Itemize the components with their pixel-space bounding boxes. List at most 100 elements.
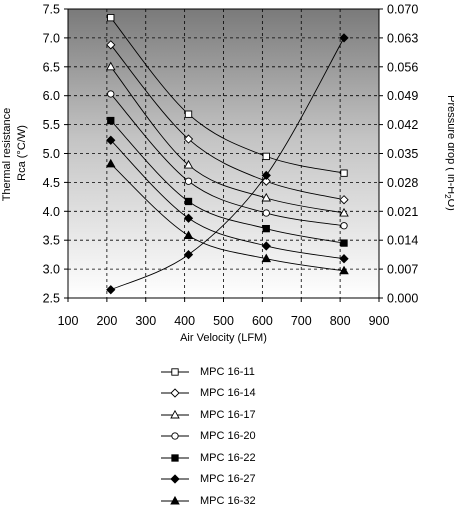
series-mpc-16-32 — [105, 158, 349, 275]
series-line — [110, 44, 345, 201]
y2-tick-label: 0.000 — [387, 292, 418, 306]
y-tick-label: 4.5 — [43, 176, 60, 190]
y-tick-label: 4.0 — [43, 205, 60, 219]
y-tick-label: 7.0 — [43, 31, 60, 45]
y-tick-label: 3.0 — [43, 263, 60, 277]
legend-swatch-graphic — [161, 474, 189, 484]
legend-item: MPC 16-17 — [160, 404, 360, 426]
legend-swatch-marker — [170, 409, 180, 419]
y2-tick-label: 0.007 — [387, 263, 418, 277]
legend-swatch-graphic — [161, 368, 189, 376]
legend-swatch-graphic — [161, 388, 189, 398]
data-point — [339, 195, 349, 205]
series-mpc-16-22 — [107, 116, 348, 247]
data-point — [262, 224, 270, 233]
series-line — [110, 120, 345, 244]
data-point — [107, 116, 115, 125]
y2-tick-label: 0.056 — [387, 60, 418, 74]
data-point — [340, 222, 348, 230]
thermal-resistance-chart: 100 200 300 400 500 600 700 800 900 2.5 3.0 3.5 4.0 4… — [1, 3, 454, 345]
y2-tick-label: 0.063 — [387, 31, 418, 45]
series-line — [110, 17, 345, 174]
series-mpc-16-17 — [105, 61, 349, 217]
data-point — [261, 176, 271, 186]
legend-swatch-marker — [171, 432, 179, 440]
y-tick-label: 7.5 — [43, 3, 60, 17]
y2-tick-label: 0.049 — [387, 89, 418, 103]
x-tick-label: 900 — [369, 314, 390, 328]
pressure-drop-point — [261, 170, 271, 181]
legend-label: MPC 16-17 — [200, 408, 256, 421]
data-point — [261, 253, 272, 263]
y2-axis-title-sub: 2 — [443, 194, 452, 199]
legend-label: MPC 16-14 — [200, 387, 256, 400]
data-point — [184, 177, 193, 185]
series-group — [105, 14, 349, 275]
y-axis-title: Thermal resistance Rca (°C/W) — [1, 105, 28, 202]
y-tick-label: 5.0 — [43, 147, 60, 161]
legend-item: MPC 16-27 — [160, 469, 360, 491]
y2-tick-label: 0.035 — [387, 147, 418, 161]
y2-tick-label: 0.028 — [387, 176, 418, 190]
y-axis-title-line-2: Rca (°C/W) — [16, 125, 28, 181]
data-point — [339, 254, 349, 264]
series-mpc-16-11 — [107, 14, 348, 177]
legend-swatch-graphic — [161, 409, 189, 419]
legend-swatch — [160, 429, 190, 443]
series-line — [110, 66, 345, 214]
pressure-drop-point — [106, 285, 116, 295]
series-mpc-16-20 — [107, 90, 348, 230]
x-tick-label: 500 — [213, 314, 234, 328]
data-point — [340, 239, 348, 247]
data-point — [183, 134, 194, 144]
legend-swatch-graphic — [161, 454, 189, 462]
data-point — [107, 14, 115, 22]
legend-label: MPC 16-11 — [200, 365, 255, 378]
legend-swatch-marker — [170, 474, 180, 484]
data-point — [184, 197, 193, 206]
pressure-drop-line — [110, 37, 345, 291]
legend-swatch — [160, 386, 190, 400]
legend-swatch-marker — [170, 388, 180, 398]
x-tick-label: 700 — [291, 314, 312, 328]
legend-item: MPC 16-32 — [160, 490, 360, 512]
x-tick-label: 200 — [96, 314, 117, 328]
data-point — [262, 209, 270, 217]
legend-label: MPC 16-27 — [200, 473, 256, 486]
legend-swatch — [160, 365, 190, 379]
data-point — [105, 61, 116, 71]
axes: 100 200 300 400 500 600 700 800 900 2.5 3.0 3.5 4.0 4… — [43, 3, 419, 329]
legend-swatch-marker — [170, 495, 180, 505]
series-mpc-16-14 — [106, 40, 349, 205]
series-line — [110, 93, 345, 227]
legend-item: MPC 16-11 — [160, 361, 360, 383]
legend-swatch-marker — [171, 454, 179, 462]
data-point — [340, 169, 348, 177]
legend-swatch — [160, 472, 190, 486]
data-point — [183, 159, 194, 169]
x-axis-title: Air Velocity (LFM) — [180, 332, 267, 344]
y2-axis-title-end: O) — [445, 199, 454, 211]
legend-swatch — [160, 494, 190, 508]
y-tick-label: 6.0 — [43, 89, 60, 103]
legend-item: MPC 16-22 — [160, 447, 360, 469]
data-point — [183, 213, 194, 223]
data-point — [105, 158, 116, 168]
legend-swatch — [160, 408, 190, 422]
legend-label: MPC 16-20 — [200, 430, 256, 443]
legend-item: MPC 16-14 — [160, 383, 360, 405]
pressure-drop-group — [106, 33, 349, 295]
legend-swatch — [160, 451, 190, 465]
y-tick-label: 3.5 — [43, 234, 60, 248]
y2-tick-label: 0.070 — [387, 3, 418, 17]
x-tick-label: 300 — [135, 314, 156, 328]
legend-swatch-graphic — [161, 495, 189, 505]
legend-swatch-graphic — [161, 432, 189, 440]
legend: MPC 16-11 MPC 16-14 MPC 16-17 MPC 16-20 MPC … — [160, 361, 360, 512]
x-tick-label: 800 — [330, 314, 351, 328]
series-line — [110, 163, 345, 272]
y2-tick-label: 0.021 — [387, 205, 418, 219]
legend-label: MPC 16-22 — [200, 451, 256, 464]
y-axis-title-line-1: Thermal resistance — [1, 108, 13, 202]
pressure-drop-point — [183, 250, 194, 260]
